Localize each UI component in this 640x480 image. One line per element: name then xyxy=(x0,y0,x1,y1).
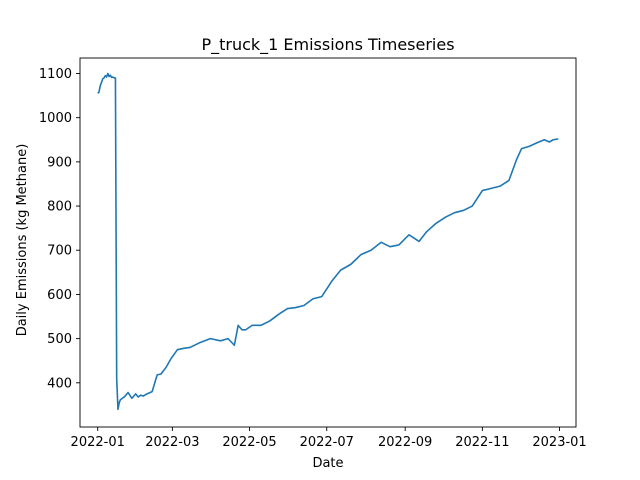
x-tick-label: 2022-09 xyxy=(378,435,432,450)
y-tick-label: 800 xyxy=(47,200,72,215)
x-tick-label: 2023-01 xyxy=(532,435,586,450)
y-tick-label: 400 xyxy=(47,376,72,391)
y-tick-label: 500 xyxy=(47,332,72,347)
x-tick-label: 2022-01 xyxy=(71,435,125,450)
plot-area: 2022-01 2022-03 2022-05 2022-07 2022-09 2022-… xyxy=(39,57,587,450)
series-line-0 xyxy=(97,72,559,411)
x-tick-label: 2022-03 xyxy=(145,435,199,450)
y-tick-label: 1000 xyxy=(39,111,72,126)
x-tick-label: 2022-07 xyxy=(300,435,354,450)
x-tick-label: 2022-05 xyxy=(222,435,276,450)
plot-frame xyxy=(79,57,577,428)
chart-title: P_truck_1 Emissions Timeseries xyxy=(201,35,454,55)
y-tick-label: 900 xyxy=(47,155,72,170)
x-tick-label: 2022-11 xyxy=(455,435,509,450)
y-tick-label: 1100 xyxy=(39,67,72,82)
y-tick-label: 700 xyxy=(47,244,72,259)
x-axis-label: Date xyxy=(312,456,343,471)
y-axis-label: Daily Emissions (kg Methane) xyxy=(15,144,30,337)
y-tick-label: 600 xyxy=(47,288,72,303)
